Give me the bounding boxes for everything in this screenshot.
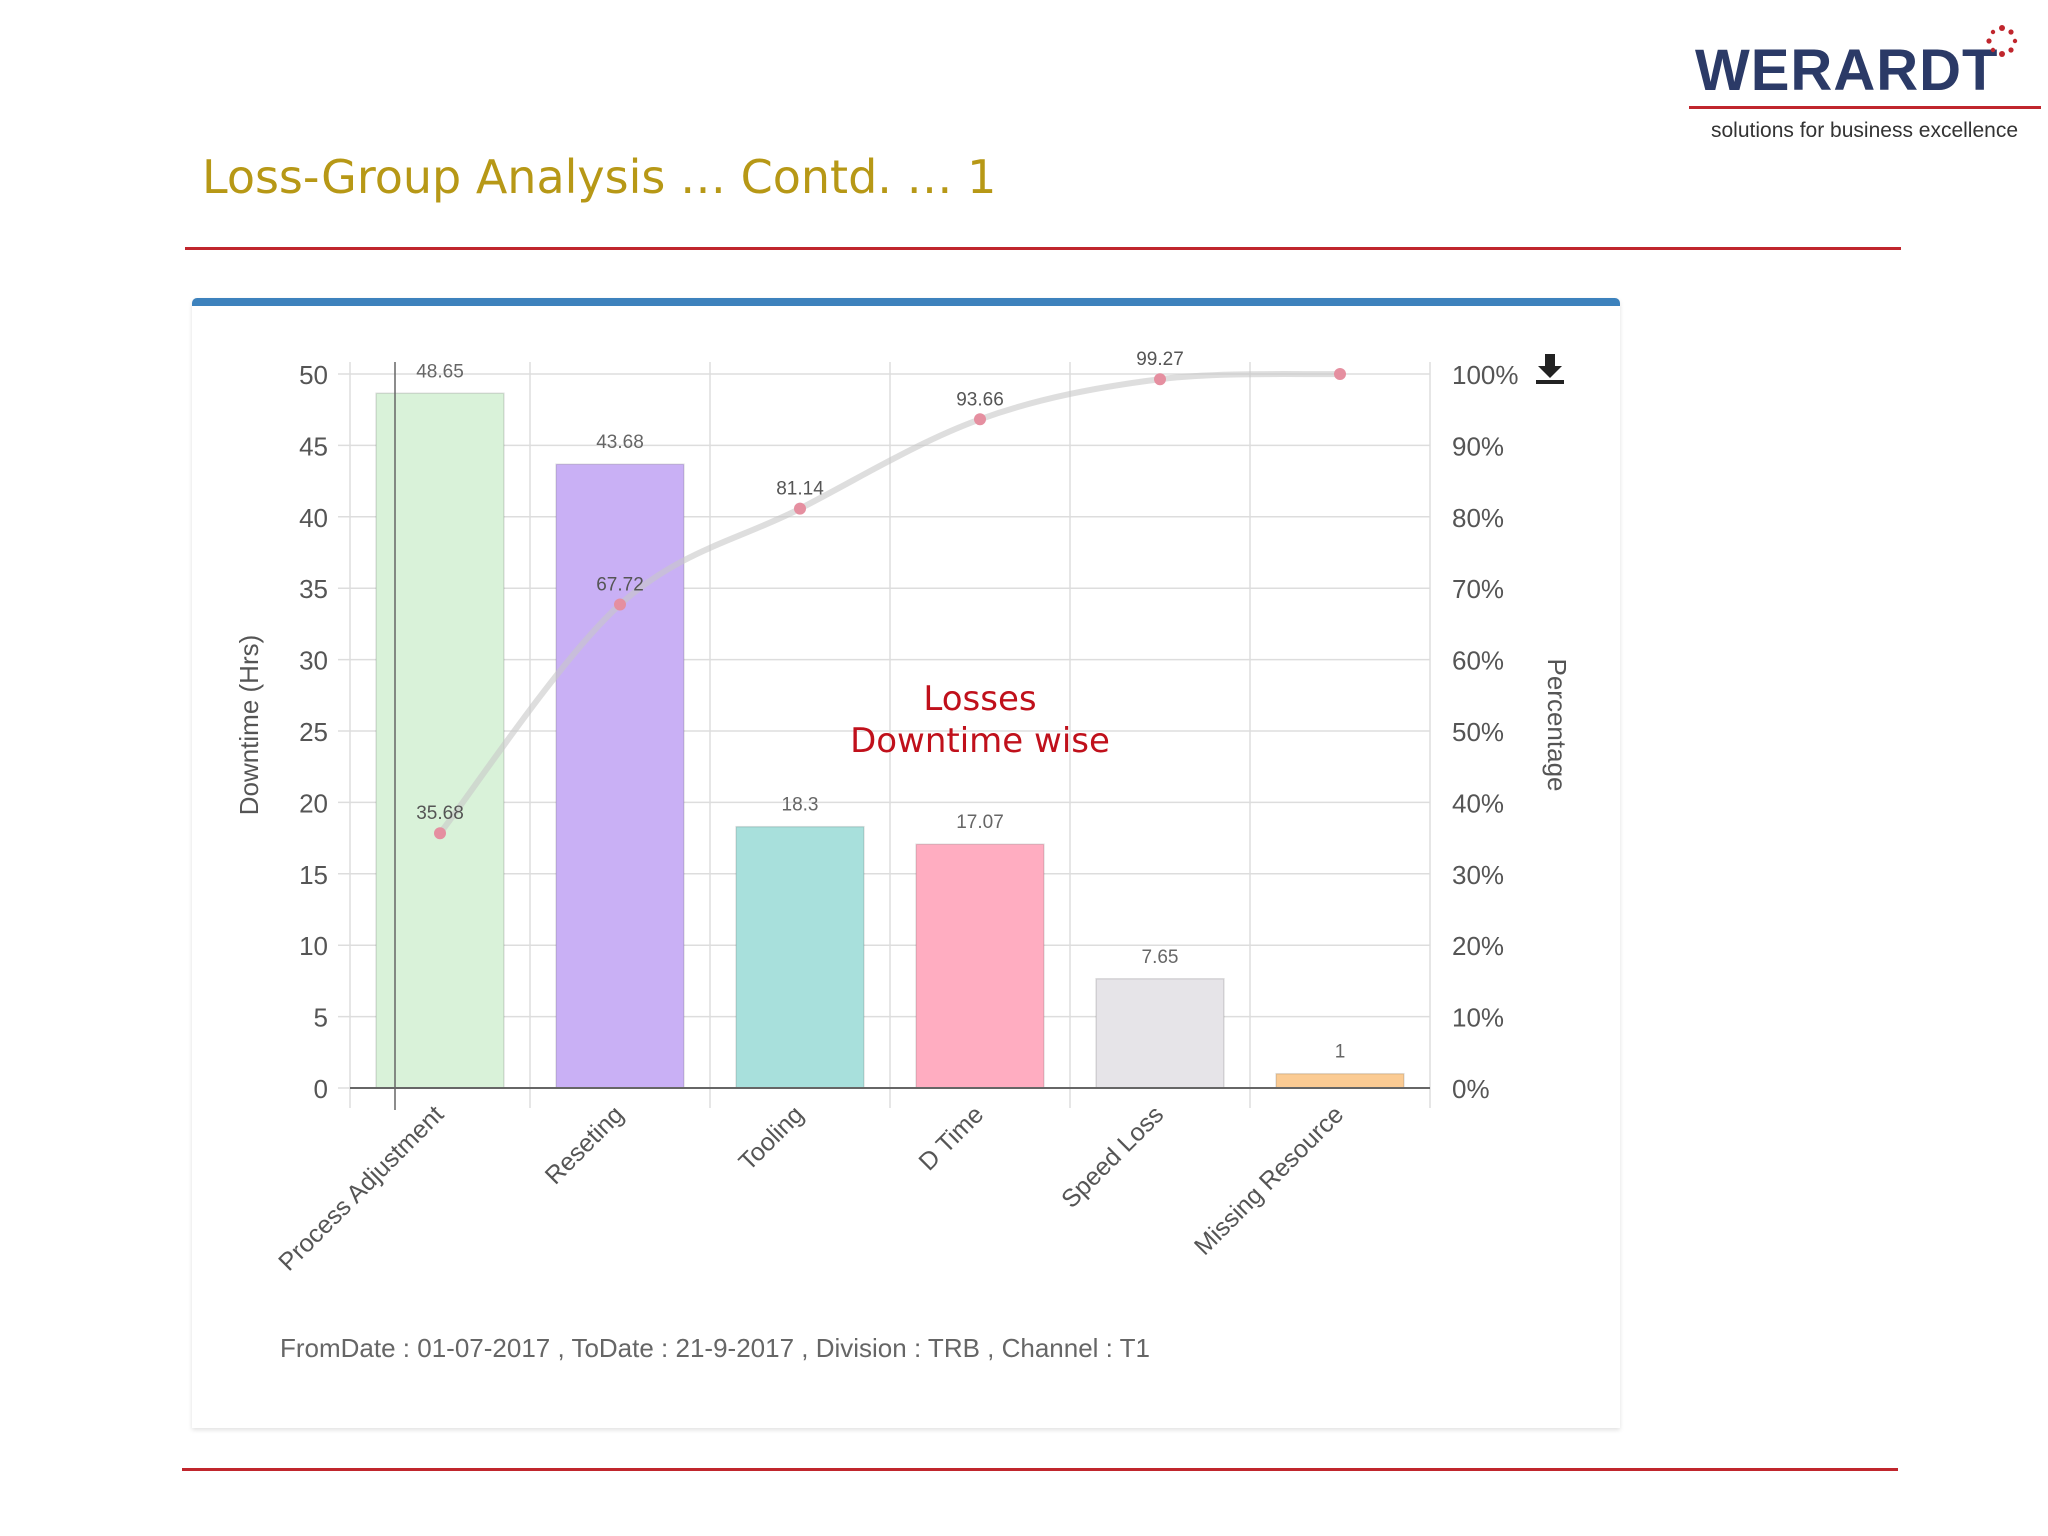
cumulative-point [974, 413, 986, 426]
x-tick-label: Tooling [733, 1100, 809, 1176]
cumulative-value-label: 99.27 [1136, 349, 1184, 370]
y2-tick-label: 20% [1452, 931, 1504, 961]
bar [375, 392, 505, 1089]
logo-tagline: solutions for business excellence [1711, 119, 2019, 142]
chart-bars [375, 392, 1405, 1089]
cumulative-line-path [437, 371, 1343, 837]
y2-axis-title: Percentage [1542, 659, 1572, 792]
bar-value-label: 18.3 [782, 795, 819, 816]
y-tick-label: 20 [299, 788, 328, 818]
chart-axes [350, 362, 1430, 1110]
y2-tick-label: 50% [1452, 717, 1504, 747]
y2-tick-label: 90% [1452, 431, 1504, 461]
logo-wordmark: WERARDT [1695, 38, 1999, 103]
y2-tick-label: 40% [1452, 788, 1504, 818]
download-icon[interactable] [1532, 350, 1568, 386]
cumulative-point [434, 827, 446, 840]
title-divider [185, 247, 1901, 250]
y-tick-label: 30 [299, 646, 328, 676]
y2-tick-label: 30% [1452, 860, 1504, 890]
footer-divider [182, 1468, 1898, 1471]
cumulative-line [434, 368, 1346, 840]
bar [555, 463, 685, 1089]
bar-value-label: 17.07 [956, 812, 1004, 833]
y2-tick-label: 80% [1452, 503, 1504, 533]
x-tick-label: D Time [913, 1100, 989, 1176]
y2-tick-label: 100% [1452, 360, 1519, 390]
cumulative-point [794, 502, 806, 515]
y-axis-title: Downtime (Hrs) [234, 635, 264, 816]
bar-value-label: 43.68 [596, 432, 644, 453]
annotation-line-2: Downtime wise [850, 721, 1110, 761]
cumulative-point [614, 598, 626, 611]
werardt-logo: WERARDT solutions for business excellenc… [1683, 18, 2043, 148]
chart-grid [338, 362, 1431, 1108]
y-tick-label: 35 [299, 574, 328, 604]
bar [1275, 1072, 1405, 1089]
y-tick-label: 5 [314, 1003, 328, 1033]
annotation-line-1: Losses [923, 679, 1037, 719]
cumulative-value-label: 67.72 [596, 574, 644, 595]
y-tick-label: 15 [299, 860, 328, 890]
chart-filter-summary: FromDate : 01-07-2017 , ToDate : 21-9-20… [280, 1333, 1150, 1363]
cumulative-point [1154, 373, 1166, 386]
y-tick-label: 40 [299, 503, 328, 533]
cumulative-value-label: 35.68 [416, 803, 464, 824]
y-tick-label: 10 [299, 931, 328, 961]
bar [1095, 978, 1225, 1089]
y-tick-label: 25 [299, 717, 328, 747]
y2-tick-label: 0% [1452, 1074, 1490, 1104]
x-tick-label: Reseting [540, 1100, 630, 1190]
bar [915, 843, 1045, 1089]
y2-tick-label: 70% [1452, 574, 1504, 604]
y-tick-label: 45 [299, 431, 328, 461]
y2-tick-label: 10% [1452, 1003, 1504, 1033]
y2-tick-label: 60% [1452, 646, 1504, 676]
cumulative-point [1334, 368, 1346, 380]
chart-annotation: Losses Downtime wise [800, 678, 1160, 762]
y-tick-label: 0 [314, 1074, 328, 1104]
x-tick-label: Process Adjustment [273, 1100, 449, 1276]
y-tick-label: 50 [299, 360, 328, 390]
bar [735, 825, 865, 1089]
cumulative-value-label: 93.66 [956, 389, 1004, 410]
x-tick-label: Speed Loss [1056, 1100, 1169, 1213]
page-title: Loss-Group Analysis … Contd. … 1 [202, 150, 997, 204]
bar-value-label: 1 [1335, 1042, 1346, 1063]
bar-value-label: 7.65 [1142, 947, 1179, 968]
logo-underline [1689, 106, 2041, 109]
logo-spiral-icon [1986, 25, 2018, 57]
bar-value-label: 48.65 [416, 361, 464, 382]
x-tick-label: Missing Resource [1189, 1100, 1349, 1260]
cumulative-value-label: 81.14 [776, 479, 824, 500]
